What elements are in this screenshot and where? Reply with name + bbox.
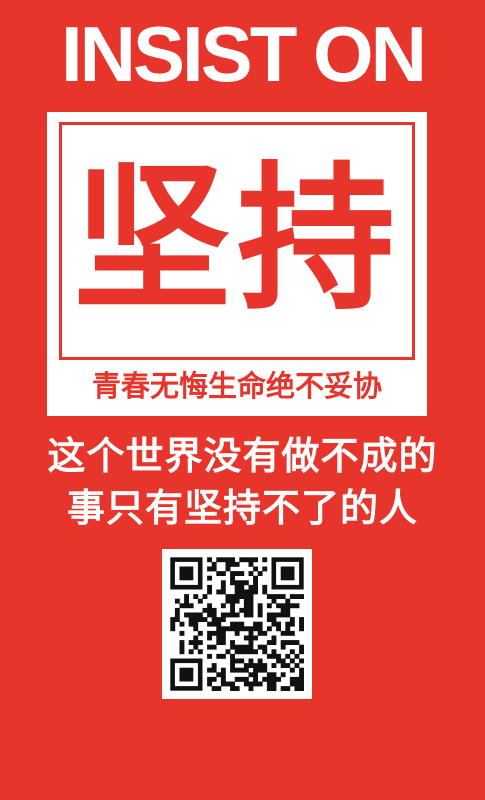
slogan-line-1: 这个世界没有做不成的 (47, 434, 438, 478)
card-frame (59, 122, 415, 360)
card-subtitle: 青春无悔生命绝不妥协 (91, 369, 382, 403)
headline: INSIST ON (60, 10, 427, 98)
qr-code-icon (170, 557, 304, 691)
qr-code[interactable] (162, 549, 312, 699)
big-title: 坚持 (73, 148, 401, 332)
slogan-line-2: 事只有坚持不了的人 (66, 486, 418, 530)
title-card: 坚持 青春无悔生命绝不妥协 (47, 112, 427, 416)
